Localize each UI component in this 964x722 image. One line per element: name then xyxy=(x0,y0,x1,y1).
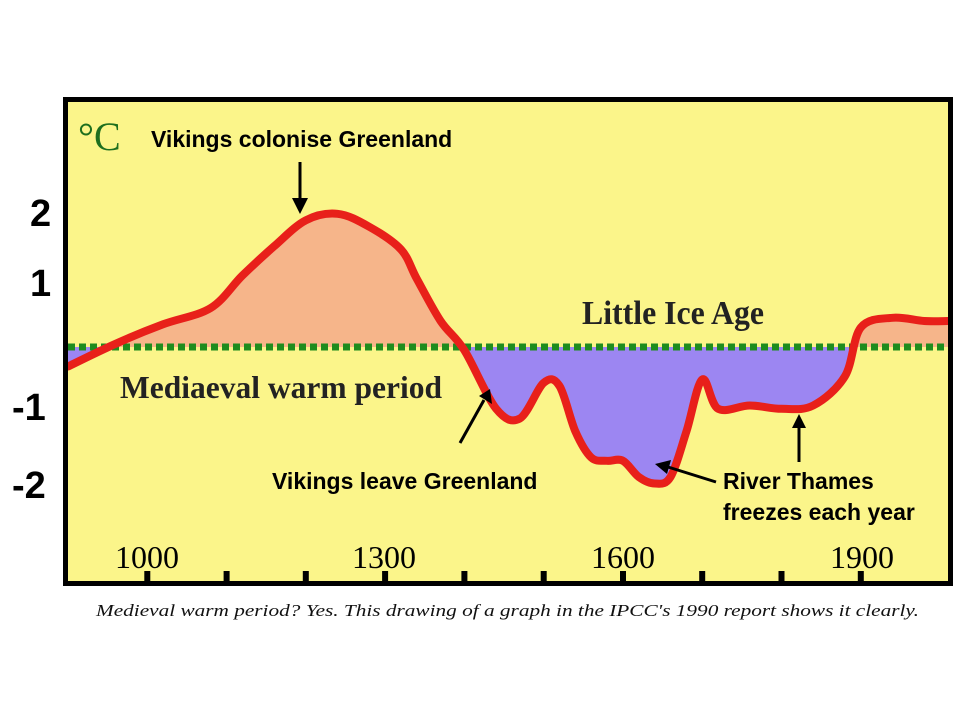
y-tick-label: -1 xyxy=(12,387,46,429)
x-tick-mark xyxy=(699,571,706,581)
arrowhead-icon xyxy=(792,414,806,428)
x-tick-mark xyxy=(144,571,151,581)
arrowhead-icon xyxy=(655,460,671,474)
x-tick-label: 1900 xyxy=(830,539,894,575)
thames-annotation-line2: freezes each year xyxy=(723,499,915,525)
thames-arrow-left xyxy=(667,465,717,484)
vikings-colonise-annotation: Vikings colonise Greenland xyxy=(151,126,452,152)
mediaeval-warm-period-label: Mediaeval warm period xyxy=(120,369,442,405)
x-tick-label: 1300 xyxy=(352,539,416,575)
x-tick-mark xyxy=(778,571,785,581)
x-tick-mark xyxy=(461,571,468,581)
little-ice-age-label: Little Ice Age xyxy=(582,295,764,332)
arrowhead-icon xyxy=(479,389,492,404)
x-tick-mark xyxy=(302,571,309,581)
x-tick-mark xyxy=(540,571,547,581)
y-tick-label: 2 xyxy=(30,193,51,235)
x-tick-label: 1600 xyxy=(591,539,655,575)
arrowhead-icon xyxy=(292,198,308,214)
x-tick-label: 1000 xyxy=(115,539,179,575)
x-tick-mark xyxy=(620,571,626,581)
y-tick-label: 1 xyxy=(30,263,51,305)
temperature-curve xyxy=(68,209,948,488)
thames-annotation-line1: River Thames xyxy=(723,468,874,494)
x-tick-mark xyxy=(382,571,389,581)
vikings-leave-annotation: Vikings leave Greenland xyxy=(272,468,537,494)
warm-area xyxy=(68,213,948,347)
y-tick-label: -2 xyxy=(12,465,46,507)
x-tick-mark xyxy=(857,571,864,581)
unit-label: °C xyxy=(78,114,121,159)
vikings-leave-arrow xyxy=(458,399,486,444)
figure-caption: Medieval warm period? Yes. This drawing … xyxy=(95,601,919,620)
x-tick-mark xyxy=(223,571,230,581)
